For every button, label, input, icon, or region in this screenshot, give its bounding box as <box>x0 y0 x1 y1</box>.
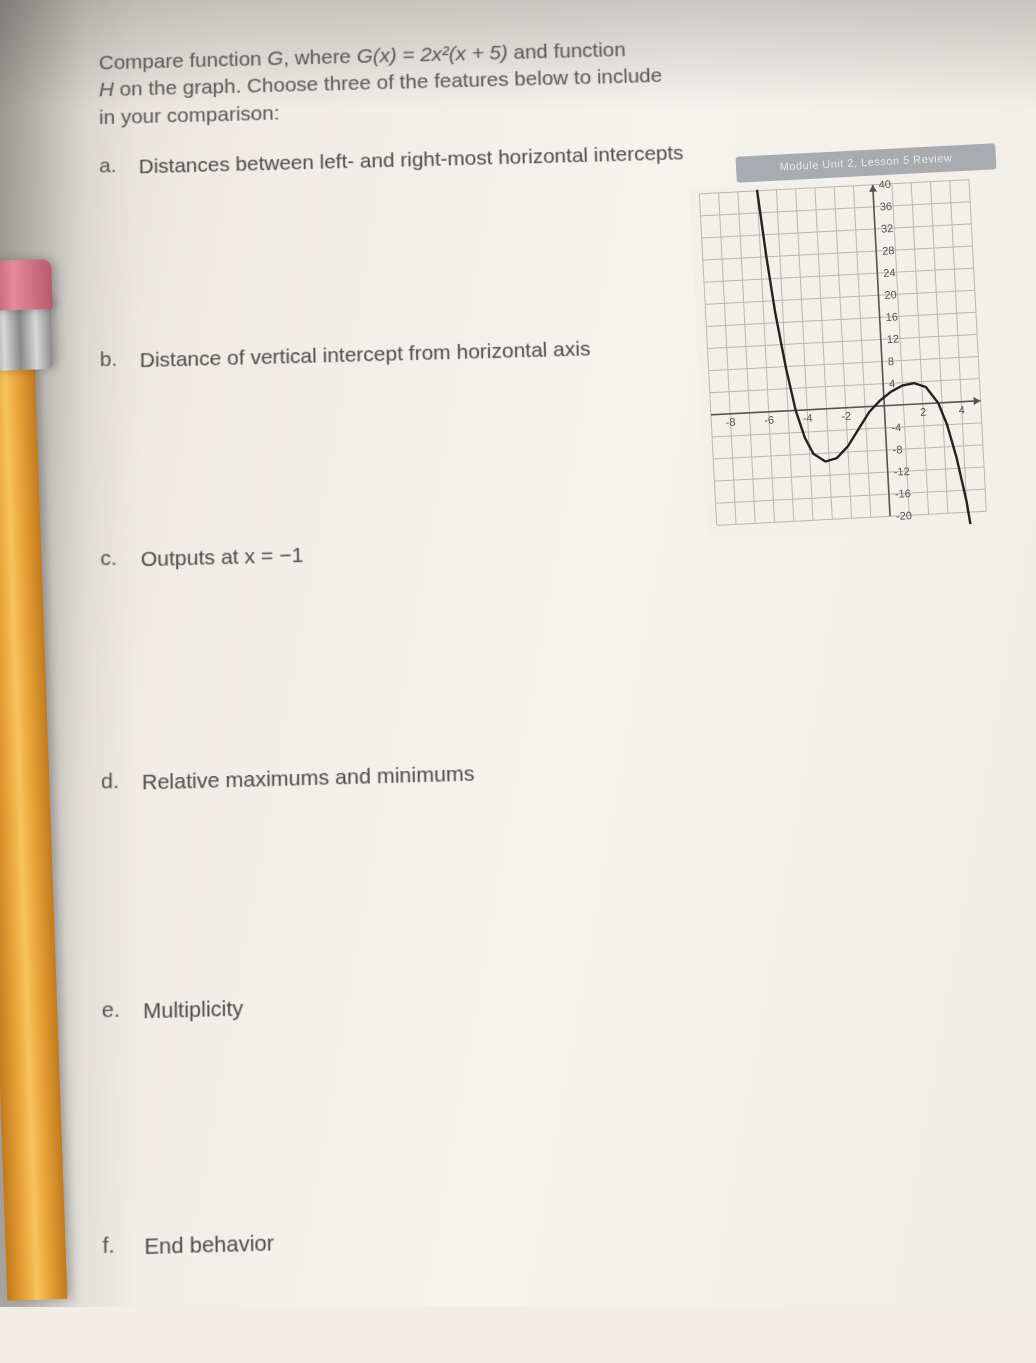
item-e: e. Multiplicity <box>102 981 764 1029</box>
svg-text:24: 24 <box>883 267 896 280</box>
item-text: Multiplicity <box>143 981 764 1028</box>
item-letter: d. <box>101 769 128 799</box>
svg-text:-8: -8 <box>725 417 735 429</box>
intro-text: , where <box>283 46 357 70</box>
item-f: f. End behavior <box>102 1215 773 1264</box>
svg-text:36: 36 <box>880 201 893 214</box>
item-letter: c. <box>100 546 126 575</box>
intro-text: and function <box>507 39 626 64</box>
intro-text: in your comparison: <box>99 102 280 129</box>
item-d: d. Relative maximums and minimums <box>101 753 755 800</box>
svg-text:-4: -4 <box>891 422 901 434</box>
svg-text:2: 2 <box>920 407 927 419</box>
item-letter: f. <box>102 1232 129 1264</box>
svg-text:8: 8 <box>888 356 895 368</box>
svg-text:4: 4 <box>958 405 965 417</box>
item-text: End behavior <box>144 1215 773 1263</box>
svg-text:-8: -8 <box>892 444 902 456</box>
svg-text:20: 20 <box>884 289 897 302</box>
svg-text:28: 28 <box>882 245 895 258</box>
intro-text: Compare function <box>99 48 268 74</box>
svg-text:40: 40 <box>878 179 891 192</box>
item-letter: a. <box>99 154 125 182</box>
function-g-def: G(x) = 2x²(x + 5) <box>356 42 508 68</box>
item-letter: e. <box>102 998 129 1029</box>
svg-text:-2: -2 <box>841 411 851 423</box>
item-a: a. Distances between left- and right-mos… <box>99 139 731 183</box>
item-text: Distances between left- and right-most h… <box>139 139 732 182</box>
function-h: H <box>99 79 114 101</box>
item-letter: b. <box>100 348 126 377</box>
svg-text:-16: -16 <box>895 488 912 501</box>
svg-text:-20: -20 <box>896 510 913 523</box>
svg-text:-12: -12 <box>893 466 910 479</box>
item-c: c. Outputs at x = −1 <box>100 530 746 576</box>
item-text: Distance of vertical intercept from hori… <box>140 332 739 376</box>
item-b: b. Distance of vertical intercept from h… <box>100 332 739 377</box>
graph-h: -8-6-4-224403632282420161284-4-8-12-16-2… <box>689 172 1017 538</box>
graph-svg: -8-6-4-224403632282420161284-4-8-12-16-2… <box>689 172 1017 538</box>
problem-intro: Compare function G, where G(x) = 2x²(x +… <box>99 34 730 132</box>
svg-text:-4: -4 <box>803 413 813 425</box>
svg-text:16: 16 <box>885 311 898 324</box>
page-surface: Compare function G, where G(x) = 2x²(x +… <box>0 0 1036 1307</box>
item-text: Outputs at x = −1 <box>141 530 747 574</box>
svg-text:12: 12 <box>887 334 900 347</box>
item-text: Relative maximums and minimums <box>142 753 755 799</box>
pencil-eraser <box>0 259 53 311</box>
svg-text:-6: -6 <box>764 415 774 427</box>
svg-text:32: 32 <box>881 223 894 236</box>
function-g: G <box>267 48 283 70</box>
